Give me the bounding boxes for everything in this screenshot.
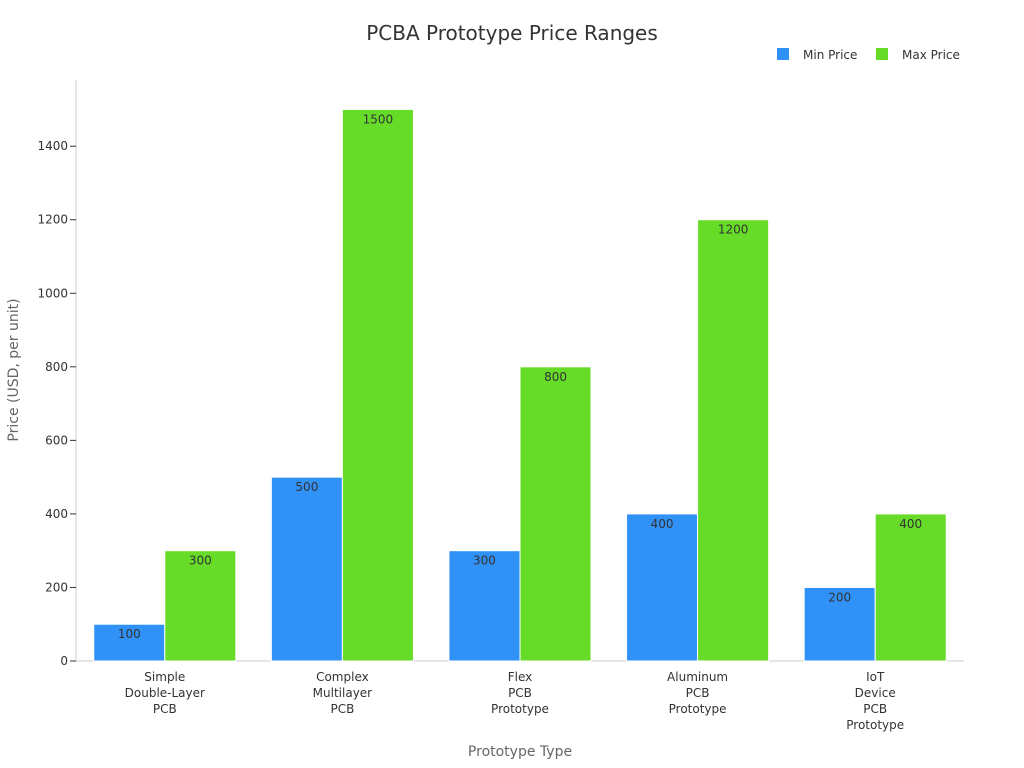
y-tick-label: 600 (45, 433, 68, 447)
bar-min-price-1[interactable] (270, 476, 343, 662)
x-category-label-line: Aluminum (667, 670, 728, 684)
y-axis-title: Price (USD, per unit) (6, 298, 22, 441)
chart-title: PCBA Prototype Price Ranges (366, 21, 658, 45)
x-category-label-line: Prototype (491, 702, 549, 716)
x-category-label: IoT Device PCB Prototype (846, 670, 904, 732)
x-category-label-line: Flex (508, 670, 533, 684)
bar-value-label: 300 (473, 554, 496, 568)
bar-min-price-4[interactable] (803, 586, 876, 662)
legend: Min Price Max Price (777, 48, 960, 62)
x-category-label-line: Multilayer (313, 686, 373, 700)
y-tick-label: 400 (45, 507, 68, 521)
legend-item-min-price[interactable]: Min Price (777, 48, 857, 62)
y-axis: 0 200 400 600 800 1000 1200 1400 (37, 80, 77, 668)
x-category-label-line: Prototype (669, 702, 727, 716)
y-tick-label: 1400 (37, 139, 68, 153)
y-tick-label: 200 (45, 580, 68, 594)
bar-value-label: 500 (295, 480, 318, 494)
x-category-label: Aluminum PCB Prototype (667, 670, 728, 716)
bar-value-label: 400 (651, 517, 674, 531)
bar-value-label: 400 (899, 517, 922, 531)
bar-value-label: 100 (118, 627, 141, 641)
legend-item-max-price[interactable]: Max Price (876, 48, 960, 62)
bars (93, 108, 947, 662)
y-tick-label: 1200 (37, 213, 68, 227)
x-category-label-line: PCB (153, 702, 177, 716)
x-category-label: Flex PCB Prototype (491, 670, 549, 716)
x-category-label-line: IoT (866, 670, 885, 684)
bar-value-label: 800 (544, 370, 567, 384)
x-category-label-line: PCB (330, 702, 354, 716)
x-category-label-line: Complex (316, 670, 369, 684)
bar-value-label: 200 (828, 590, 851, 604)
x-category-label-line: PCB (508, 686, 532, 700)
x-axis: Simple Double-Layer PCB Complex Multilayer PC… (76, 660, 964, 732)
x-category-label-line: Prototype (846, 718, 904, 732)
legend-label: Min Price (803, 48, 857, 62)
bar-max-price-3[interactable] (697, 219, 770, 662)
y-tick-label: 1000 (37, 286, 68, 300)
bar-value-label: 1200 (718, 223, 749, 237)
y-tick-label: 0 (60, 654, 68, 668)
x-category-label: Complex Multilayer PCB (313, 670, 373, 716)
legend-swatch (777, 48, 789, 60)
x-category-label: Simple Double-Layer PCB (125, 670, 205, 716)
x-category-label-line: Simple (144, 670, 185, 684)
bar-min-price-3[interactable] (626, 513, 699, 662)
bar-max-price-2[interactable] (519, 366, 592, 662)
bar-max-price-1[interactable] (341, 108, 414, 662)
x-category-label-line: PCB (686, 686, 710, 700)
bar-labels: 100 300 500 1500 300 800 400 1200 200 400 (118, 112, 922, 641)
y-tick-label: 800 (45, 360, 68, 374)
x-axis-title: Prototype Type (468, 744, 572, 760)
bar-value-label: 1500 (363, 112, 394, 126)
x-category-label-line: Double-Layer (125, 686, 205, 700)
bar-max-price-0[interactable] (164, 550, 237, 662)
x-category-label-line: PCB (863, 702, 887, 716)
legend-label: Max Price (902, 48, 960, 62)
legend-swatch (876, 48, 888, 60)
bar-min-price-2[interactable] (448, 550, 521, 662)
bar-value-label: 300 (189, 554, 212, 568)
x-category-label-line: Device (855, 686, 896, 700)
bar-max-price-4[interactable] (874, 513, 947, 662)
